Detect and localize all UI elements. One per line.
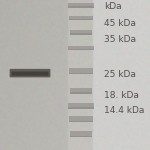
FancyBboxPatch shape bbox=[10, 69, 50, 77]
Bar bbox=[69, 16, 93, 20]
Bar bbox=[70, 92, 92, 94]
Bar bbox=[70, 136, 92, 137]
Bar bbox=[68, 103, 94, 109]
Bar bbox=[69, 121, 93, 122]
Bar bbox=[70, 88, 92, 94]
Bar bbox=[68, 3, 94, 8]
Bar bbox=[69, 73, 93, 74]
Bar bbox=[68, 6, 94, 8]
Bar bbox=[68, 46, 94, 50]
Bar bbox=[69, 19, 93, 20]
Text: 14.4 kDa: 14.4 kDa bbox=[104, 106, 145, 115]
Text: 35 kDa: 35 kDa bbox=[104, 35, 136, 44]
Text: 25 kDa: 25 kDa bbox=[104, 70, 136, 79]
Text: 45 kDa: 45 kDa bbox=[104, 19, 136, 28]
Bar bbox=[70, 30, 92, 34]
Text: kDa: kDa bbox=[104, 2, 122, 11]
Bar bbox=[70, 33, 92, 35]
Bar bbox=[70, 131, 92, 137]
Bar bbox=[69, 116, 93, 122]
Text: 18. kDa: 18. kDa bbox=[104, 91, 139, 100]
Bar bbox=[68, 49, 94, 50]
FancyBboxPatch shape bbox=[11, 72, 49, 76]
Bar bbox=[68, 107, 94, 109]
Bar bbox=[69, 68, 93, 74]
